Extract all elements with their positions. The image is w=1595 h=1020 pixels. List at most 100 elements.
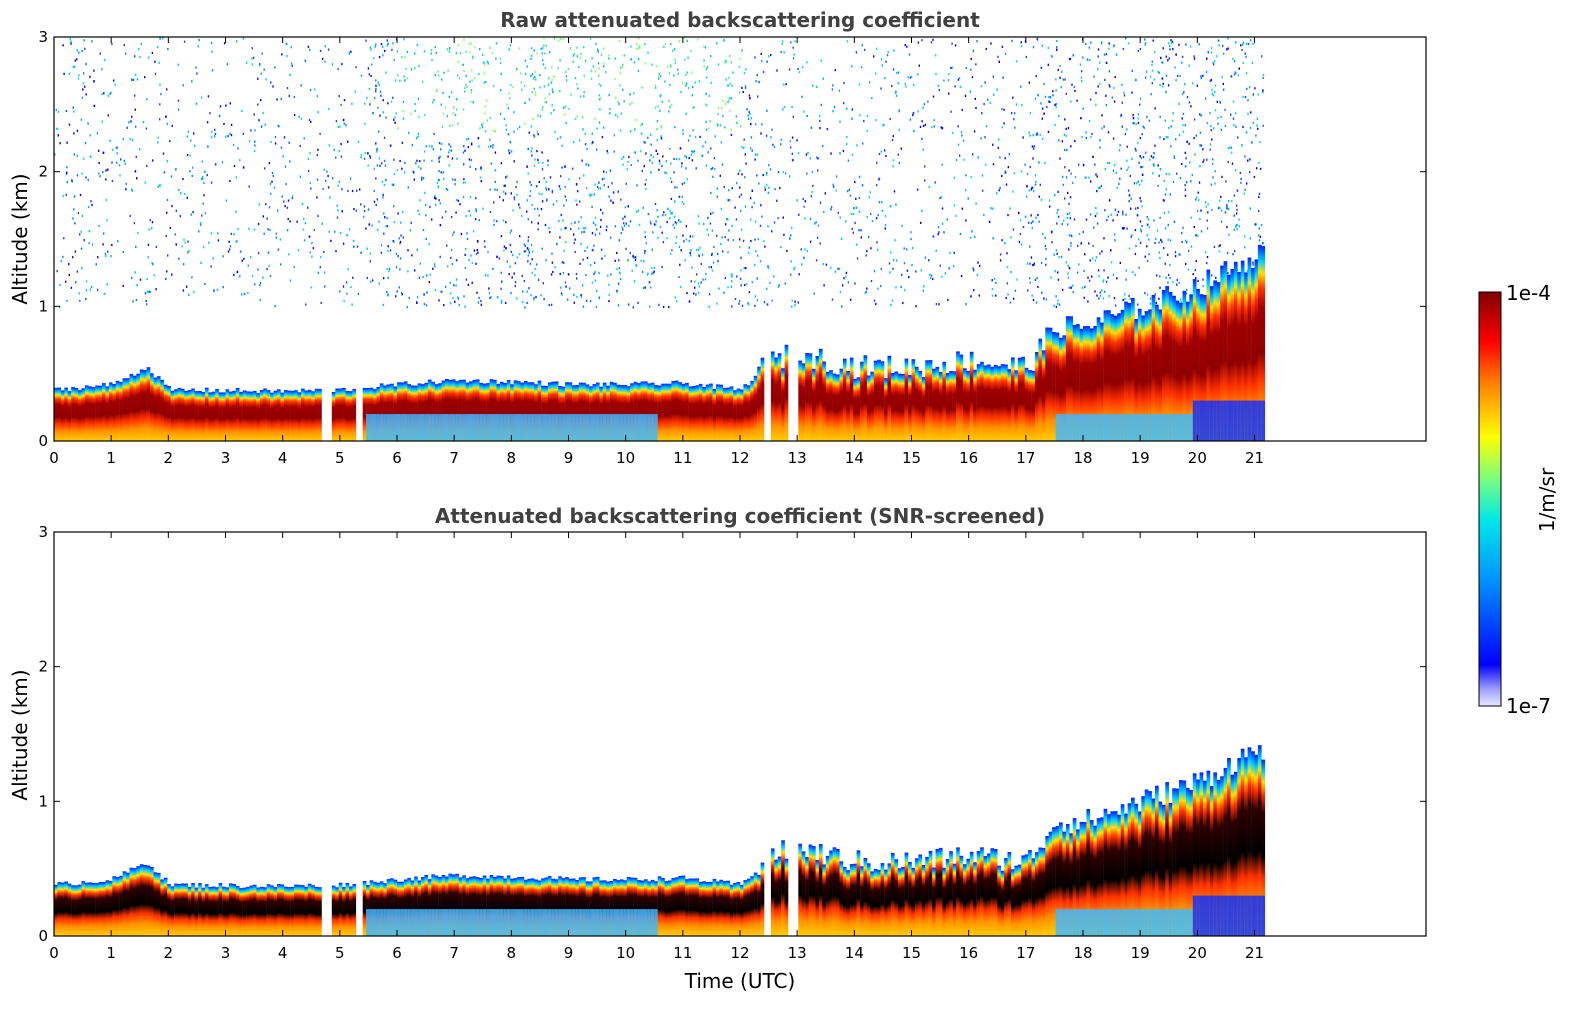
noise-point bbox=[200, 223, 202, 226]
noise-point bbox=[727, 99, 730, 102]
noise-point bbox=[841, 305, 843, 308]
y-axis-label: Altitude (km) bbox=[8, 173, 32, 304]
noise-point bbox=[1102, 280, 1104, 283]
noise-point bbox=[1186, 288, 1188, 291]
noise-point bbox=[1011, 39, 1013, 42]
noise-point bbox=[716, 187, 718, 190]
noise-point bbox=[1112, 137, 1115, 140]
noise-point bbox=[91, 286, 93, 289]
noise-point bbox=[1008, 153, 1010, 156]
noise-point bbox=[648, 281, 651, 284]
backscatter-column bbox=[156, 872, 161, 936]
surface-layer-column bbox=[445, 414, 449, 441]
noise-point bbox=[993, 93, 995, 96]
noise-point bbox=[1119, 261, 1121, 264]
noise-point bbox=[731, 280, 733, 283]
backscatter-column bbox=[270, 392, 274, 441]
backscatter-column bbox=[770, 351, 775, 441]
backscatter-column bbox=[770, 848, 775, 936]
noise-point bbox=[1047, 130, 1050, 133]
noise-point bbox=[691, 159, 694, 162]
noise-point bbox=[88, 230, 91, 233]
noise-point bbox=[307, 157, 310, 161]
noise-point bbox=[131, 139, 134, 142]
noise-point bbox=[414, 109, 416, 113]
noise-point bbox=[542, 59, 544, 62]
noise-point bbox=[116, 161, 118, 164]
surface-layer-column bbox=[414, 414, 418, 441]
noise-point bbox=[262, 276, 264, 279]
backscatter-column bbox=[932, 368, 936, 441]
noise-point bbox=[90, 200, 92, 203]
noise-point bbox=[651, 161, 654, 165]
noise-point bbox=[122, 284, 124, 287]
noise-point bbox=[603, 184, 605, 187]
noise-point bbox=[475, 197, 477, 200]
noise-point bbox=[1137, 180, 1139, 183]
noise-point bbox=[830, 152, 832, 155]
backscatter-column bbox=[239, 391, 243, 441]
noise-point bbox=[74, 66, 76, 69]
noise-point bbox=[565, 199, 568, 202]
surface-layer-column bbox=[644, 414, 648, 441]
noise-point bbox=[1136, 182, 1138, 185]
noise-point bbox=[1058, 139, 1060, 142]
noise-point bbox=[1221, 175, 1223, 178]
noise-point bbox=[858, 229, 860, 232]
noise-point bbox=[761, 59, 763, 62]
noise-point bbox=[387, 249, 389, 252]
noise-point bbox=[651, 63, 653, 66]
noise-point bbox=[334, 230, 336, 233]
noise-point bbox=[670, 43, 672, 46]
noise-point bbox=[384, 49, 386, 53]
surface-layer-column bbox=[469, 909, 473, 936]
noise-point bbox=[685, 112, 687, 115]
noise-point bbox=[884, 224, 887, 227]
noise-point bbox=[477, 251, 479, 254]
noise-point bbox=[1121, 125, 1123, 128]
noise-point bbox=[483, 240, 486, 243]
noise-point bbox=[73, 132, 75, 135]
noise-point bbox=[210, 265, 212, 268]
noise-point bbox=[98, 149, 100, 152]
noise-point bbox=[360, 156, 362, 159]
surface-layer-column bbox=[530, 909, 535, 936]
noise-point bbox=[674, 61, 677, 64]
noise-point bbox=[673, 157, 675, 160]
noise-point bbox=[1105, 103, 1108, 107]
noise-point bbox=[892, 159, 895, 162]
noise-point bbox=[656, 120, 659, 123]
noise-point bbox=[1096, 190, 1098, 193]
noise-point bbox=[1022, 225, 1025, 229]
noise-point bbox=[349, 177, 352, 180]
noise-point bbox=[498, 257, 500, 260]
noise-point bbox=[971, 76, 974, 79]
noise-point bbox=[1107, 215, 1110, 218]
noise-point bbox=[348, 52, 350, 55]
noise-point bbox=[257, 222, 260, 226]
noise-point bbox=[464, 181, 466, 184]
noise-point bbox=[165, 277, 167, 281]
noise-point bbox=[413, 178, 415, 181]
noise-point bbox=[1106, 162, 1109, 165]
noise-point bbox=[983, 103, 985, 106]
noise-point bbox=[354, 90, 356, 93]
noise-point bbox=[416, 296, 419, 299]
surface-layer-column bbox=[465, 414, 470, 441]
surface-layer-column bbox=[472, 909, 477, 936]
noise-point bbox=[1025, 55, 1027, 59]
noise-point bbox=[91, 203, 93, 207]
noise-point bbox=[625, 182, 627, 185]
noise-point bbox=[765, 134, 768, 137]
noise-point bbox=[503, 117, 506, 121]
noise-point bbox=[745, 162, 747, 165]
noise-point bbox=[1197, 209, 1199, 212]
noise-point bbox=[817, 169, 819, 172]
backscatter-column bbox=[534, 384, 538, 441]
noise-point bbox=[262, 215, 264, 218]
noise-point bbox=[682, 132, 684, 135]
noise-point bbox=[136, 78, 139, 81]
backscatter-column bbox=[1048, 327, 1053, 441]
backscatter-column bbox=[503, 383, 507, 441]
noise-point bbox=[1108, 199, 1111, 202]
